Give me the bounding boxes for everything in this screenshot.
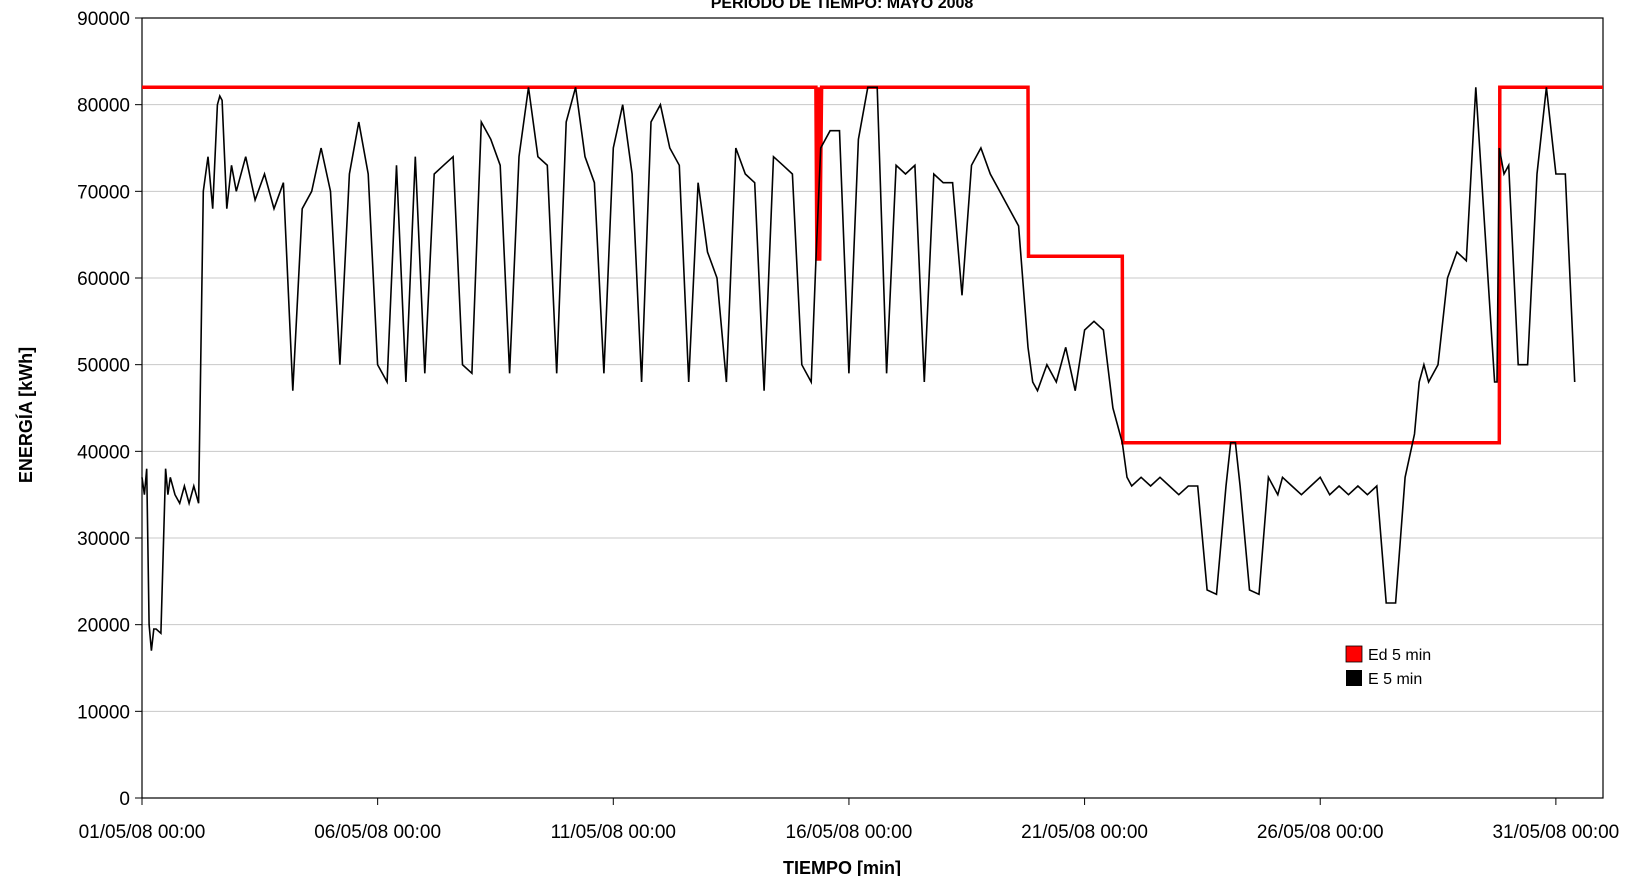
- y-tick-label: 20000: [77, 616, 130, 637]
- y-tick-label: 10000: [77, 702, 130, 723]
- plot-area-frame: [141, 17, 1604, 799]
- legend-swatch-ed: [1345, 645, 1363, 663]
- legend: Ed 5 min E 5 min: [1345, 645, 1431, 688]
- x-tick-label: 06/05/08 00:00: [314, 822, 441, 843]
- y-tick-label: 0: [119, 789, 130, 810]
- legend-swatch-e: [1346, 670, 1362, 686]
- x-tick-label: 16/05/08 00:00: [786, 822, 913, 843]
- y-tick-label: 40000: [77, 442, 130, 463]
- y-tick-label: 30000: [77, 529, 130, 550]
- gridlines: [142, 104, 1603, 712]
- y-tick-label: 50000: [77, 356, 130, 377]
- legend-label-ed: Ed 5 min: [1368, 647, 1431, 664]
- y-axis-ticks: 0 10000 20000 30000 40000 50000 60000 70000 8000…: [77, 9, 142, 810]
- series-layer: [141, 85, 1603, 651]
- series-line-ed-5-min: [142, 85, 1603, 445]
- series-line-e-5-min: [141, 86, 1576, 651]
- y-tick-label: 90000: [77, 9, 130, 30]
- x-axis-title: TIEMPO [min]: [783, 858, 901, 876]
- y-axis-title: ENERGÍA [kWh]: [15, 347, 36, 483]
- x-tick-label: 11/05/08 00:00: [551, 822, 676, 843]
- chart-title: PERIODO DE TIEMPO: MAYO 2008: [711, 0, 974, 12]
- x-tick-label: 26/05/08 00:00: [1257, 822, 1384, 843]
- x-axis-ticks: 01/05/08 00:00 06/05/08 00:00 11/05/08 00:…: [79, 798, 1619, 843]
- legend-label-e: E 5 min: [1368, 671, 1422, 688]
- x-tick-label: 21/05/08 00:00: [1021, 822, 1148, 843]
- y-tick-label: 80000: [77, 96, 130, 117]
- y-tick-label: 60000: [77, 269, 130, 290]
- y-tick-label: 70000: [77, 182, 130, 203]
- x-tick-label: 31/05/08 00:00: [1492, 822, 1619, 843]
- x-tick-label: 01/05/08 00:00: [79, 822, 206, 843]
